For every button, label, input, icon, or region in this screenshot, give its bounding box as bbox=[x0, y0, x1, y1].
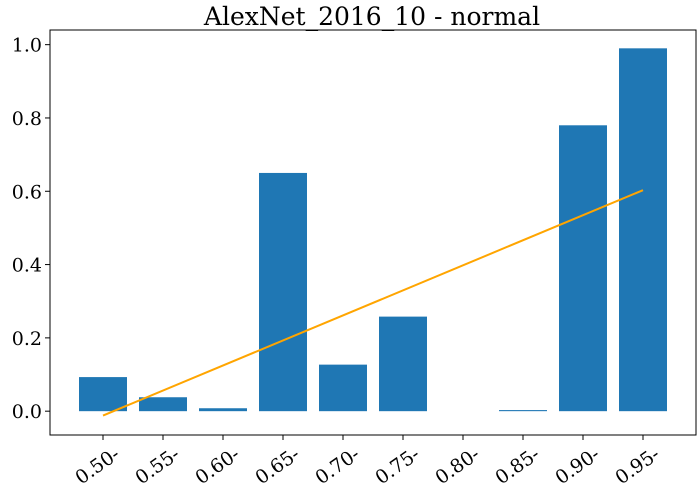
bar-095 bbox=[619, 48, 667, 412]
x-tick-label: 0.90- bbox=[551, 443, 604, 489]
bar-050 bbox=[79, 377, 127, 412]
bar-090 bbox=[559, 125, 607, 412]
y-tick-label: 0.6 bbox=[12, 181, 42, 203]
y-tick-label: 0.4 bbox=[12, 255, 42, 277]
chart-title: AlexNet_2016_10 - normal bbox=[203, 2, 540, 31]
x-tick-label: 0.80- bbox=[431, 443, 484, 489]
bar-085 bbox=[499, 410, 547, 412]
plot-frame bbox=[49, 29, 697, 436]
bar-060 bbox=[199, 408, 247, 412]
x-axis-ticks: 0.50- 0.55- 0.60- 0.65- 0.70- 0.75- 0.80- 0.85-… bbox=[71, 435, 664, 489]
y-tick-label: 0.0 bbox=[12, 401, 42, 423]
y-tick-label: 0.8 bbox=[12, 108, 42, 130]
x-tick-label: 0.85- bbox=[491, 443, 544, 489]
x-tick-label: 0.60- bbox=[191, 443, 244, 489]
trend-line-group bbox=[102, 189, 644, 417]
y-axis-ticks: 0.0 0.2 0.4 0.6 0.8 1.0 bbox=[12, 35, 50, 423]
x-tick-label: 0.65- bbox=[251, 443, 304, 489]
bar-075 bbox=[379, 316, 427, 412]
axes-frame bbox=[49, 29, 697, 436]
x-tick-label: 0.75- bbox=[371, 443, 424, 489]
bar-070 bbox=[319, 364, 367, 412]
x-tick-label: 0.95- bbox=[611, 443, 664, 489]
x-tick-label: 0.50- bbox=[71, 443, 124, 489]
y-tick-label: 0.2 bbox=[12, 328, 42, 350]
trend-line bbox=[102, 189, 644, 417]
x-tick-label: 0.55- bbox=[131, 443, 184, 489]
bars-group bbox=[79, 48, 667, 412]
bar-065 bbox=[259, 172, 307, 412]
y-tick-label: 1.0 bbox=[12, 35, 42, 57]
x-tick-label: 0.70- bbox=[311, 443, 364, 489]
bar-055 bbox=[139, 397, 187, 412]
